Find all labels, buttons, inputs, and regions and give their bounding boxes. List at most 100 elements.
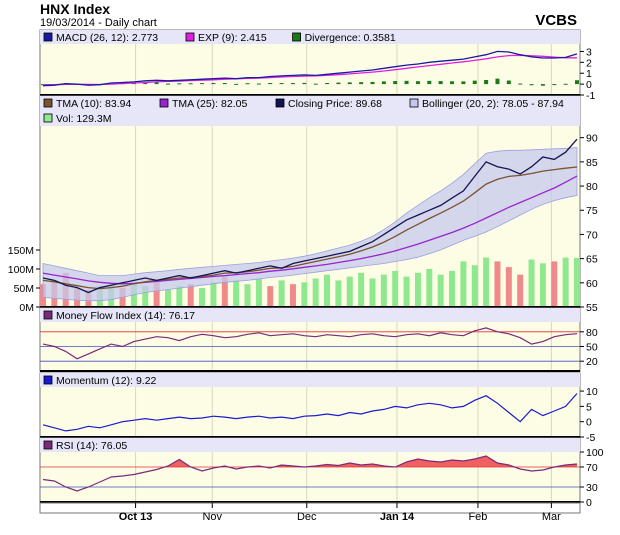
volume-bar: [380, 274, 387, 307]
volume-bar: [562, 257, 569, 307]
mfi-legend-bg: [40, 308, 580, 322]
divergence-bar: [211, 83, 216, 85]
rsi-legend-bg: [40, 438, 580, 452]
volume-bar: [392, 270, 399, 307]
divergence-bar: [154, 82, 159, 85]
mfi-y-tick-label: 50: [586, 342, 598, 354]
mfi-y-tick-label: 20: [586, 356, 598, 368]
volume-bar: [324, 274, 331, 307]
divergence-bar: [143, 82, 148, 85]
legend-swatch: [43, 113, 53, 123]
divergence-bar: [234, 83, 239, 85]
divergence-bar: [370, 81, 375, 85]
volume-bar: [233, 280, 240, 307]
legend-label: Momentum (12): 9.22: [56, 375, 157, 387]
price-y-tick-label: 65: [586, 254, 598, 266]
volume-bar: [153, 280, 160, 307]
x-axis-label: Dec: [297, 511, 317, 523]
volume-bar: [449, 270, 456, 307]
volume-bar: [278, 280, 285, 307]
x-axis-label: Oct 13: [119, 511, 153, 523]
price-y-tick-label: 60: [586, 278, 598, 290]
brand-label: VCBS: [535, 12, 577, 29]
momentum-y-tick-label: 0: [586, 417, 592, 429]
macd-y-tick-label: -1: [586, 90, 595, 102]
divergence-bar: [404, 80, 409, 85]
volume-bar: [517, 274, 524, 307]
x-axis-label: Mar: [542, 511, 561, 523]
x-axis-label: Jan 14: [380, 511, 415, 523]
volume-bar: [199, 288, 206, 307]
chart-subtitle: 19/03/2014 - Daily chart: [40, 17, 157, 29]
volume-bar: [312, 278, 319, 307]
legend-label: Divergence: 0.3581: [305, 32, 396, 44]
divergence-bar: [336, 82, 341, 85]
rsi-y-tick-label: 70: [586, 462, 598, 474]
bollinger-band: [42, 147, 578, 302]
volume-bar: [528, 259, 535, 307]
legend-swatch: [43, 98, 53, 108]
volume-bar: [369, 278, 376, 307]
divergence-bar: [256, 83, 261, 85]
x-axis-label: Nov: [202, 511, 222, 523]
price-y-tick-label: 55: [586, 302, 598, 314]
volume-bar: [130, 284, 137, 307]
legend-swatch: [43, 375, 53, 385]
divergence-bar: [302, 82, 307, 85]
price-y-tick-label: 85: [586, 157, 598, 169]
legend-label: Closing Price: 89.68: [288, 98, 382, 110]
volume-bar: [551, 261, 558, 307]
divergence-bar: [518, 83, 523, 85]
divergence-bar: [461, 81, 466, 85]
x-axis-strip: [39, 502, 581, 514]
divergence-bar: [245, 83, 250, 85]
volume-bar: [176, 286, 183, 307]
divergence-bar: [438, 81, 443, 85]
momentum-line: [42, 393, 578, 432]
divergence-bar: [325, 83, 330, 85]
divergence-bar: [540, 84, 545, 86]
tma25-line: [42, 175, 578, 285]
x-axis-label: Feb: [468, 511, 487, 523]
price-y-tick-label: 70: [586, 229, 598, 241]
divergence-bar: [529, 84, 534, 86]
volume-bar: [301, 282, 308, 307]
macd-y-tick-label: 3: [586, 46, 592, 58]
legend-swatch: [43, 310, 53, 320]
volume-bar: [539, 263, 546, 307]
legend-swatch: [43, 440, 53, 450]
legend-swatch: [185, 32, 195, 42]
volume-bar: [187, 284, 194, 307]
volume-y-tick-label: 50M: [14, 283, 34, 295]
volume-bar: [574, 257, 580, 307]
divergence-bar: [472, 80, 477, 85]
divergence-bar: [552, 84, 557, 86]
volume-bar: [494, 261, 501, 307]
price-legend-bg: [40, 96, 580, 126]
divergence-bar: [506, 80, 511, 85]
divergence-bar: [450, 81, 455, 85]
divergence-bar: [177, 83, 182, 85]
legend-swatch: [292, 32, 302, 42]
volume-bar: [403, 276, 410, 307]
volume-bar: [289, 284, 296, 307]
tma10-line: [42, 166, 578, 290]
divergence-bar: [484, 79, 489, 85]
divergence-bar: [268, 83, 273, 85]
divergence-bar: [222, 83, 227, 85]
divergence-bar: [347, 82, 352, 85]
divergence-bar: [290, 83, 295, 85]
macd-y-tick-label: 2: [586, 57, 592, 69]
macd-y-tick-label: 0: [586, 79, 592, 91]
volume-bar: [335, 280, 342, 307]
divergence-bar: [188, 83, 193, 85]
legend-swatch: [43, 32, 53, 42]
volume-bar: [437, 274, 444, 307]
divergence-bar: [427, 80, 432, 85]
price-y-tick-label: 75: [586, 205, 598, 217]
momentum-y-tick-label: -5: [586, 432, 595, 444]
legend-label: Vol: 129.3M: [56, 113, 111, 125]
legend-label: Bollinger (20, 2): 78.05 - 87.94: [422, 98, 564, 110]
legend-label: TMA (25): 82.05: [172, 98, 247, 110]
exp-line: [43, 54, 577, 86]
